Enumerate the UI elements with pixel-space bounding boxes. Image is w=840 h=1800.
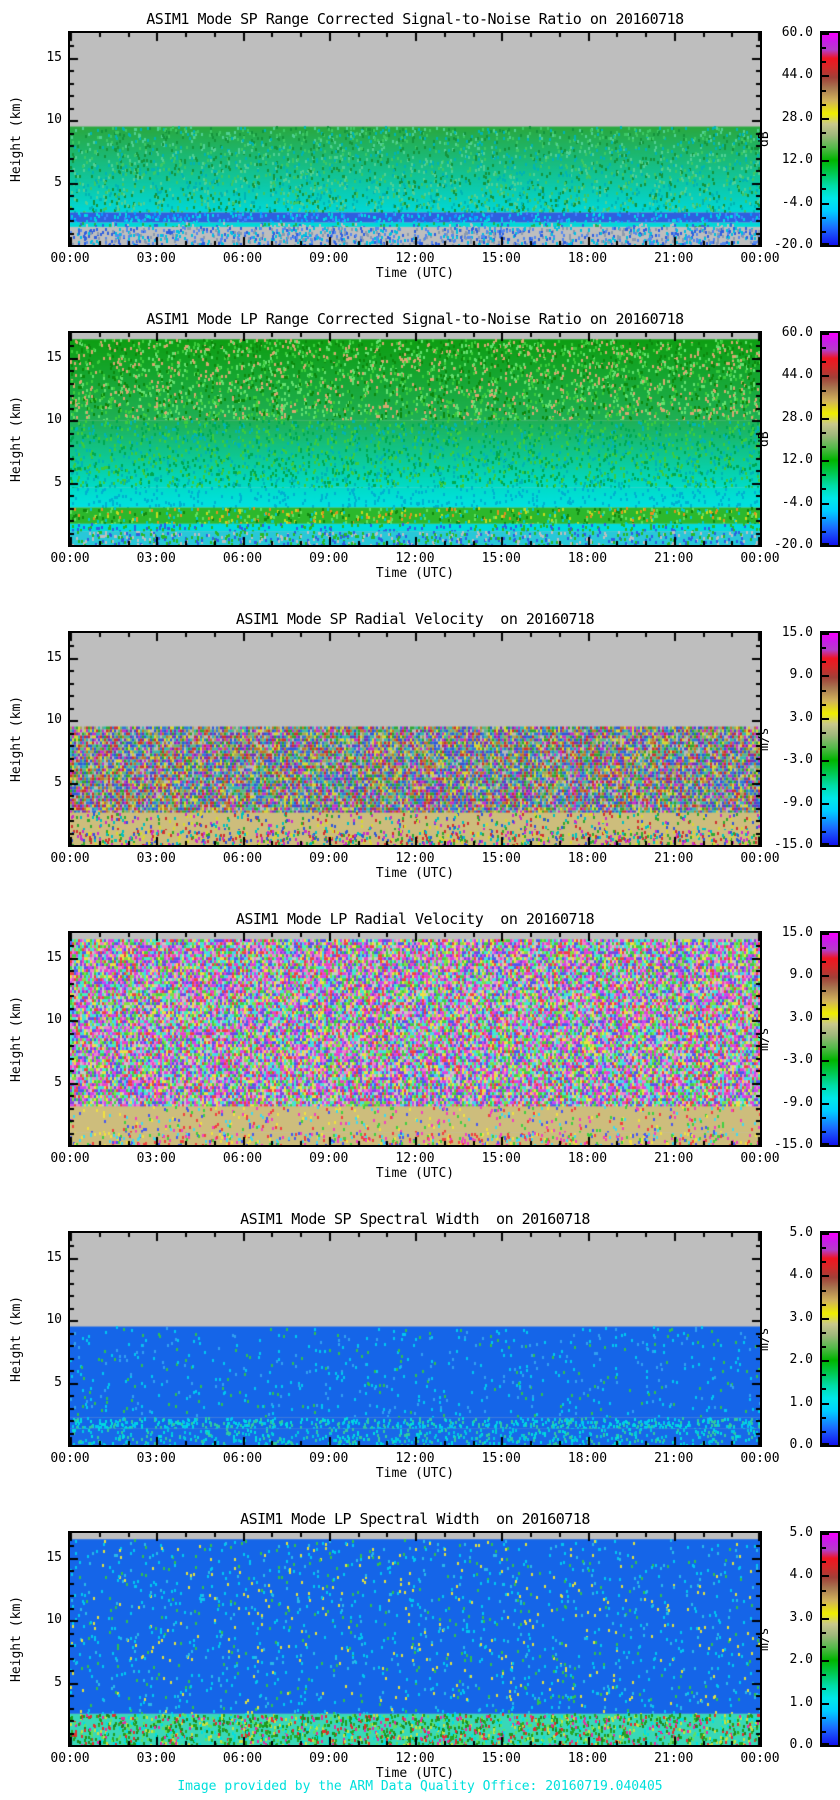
x-axis-label: Time (UTC)	[375, 1166, 455, 1181]
colorbar	[820, 931, 840, 1147]
colorbar	[820, 331, 840, 547]
panel-sp-snr: ASIM1 Mode SP Range Corrected Signal-to-…	[0, 0, 840, 300]
panel-lp-velocity: ASIM1 Mode LP Radial Velocity on 2016071…	[0, 900, 840, 1200]
x-tick-labels: 00:00 03:00 06:00 09:00 12:00 15:00 18:00 21:00…	[50, 1151, 780, 1166]
x-tick-labels: 00:00 03:00 06:00 09:00 12:00 15:00 18:00 21:00…	[50, 251, 780, 266]
y-axis-label: Height (km)	[9, 95, 24, 183]
x-axis-label: Time (UTC)	[375, 866, 455, 881]
colorbar-tick-labels: 60.0 44.0 28.0 12.0 -4.0 -20.0	[773, 25, 813, 252]
panel-lp-snr: ASIM1 Mode LP Range Corrected Signal-to-…	[0, 300, 840, 600]
colorbar-tick-labels: 15.0 9.0 3.0 -3.0 -9.0 -15.0	[773, 925, 813, 1152]
y-axis-label: Height (km)	[9, 695, 24, 783]
colorbar-tick-labels: 15.0 9.0 3.0 -3.0 -9.0 -15.0	[773, 625, 813, 852]
panel-lp-width: ASIM1 Mode LP Spectral Width on 20160718…	[0, 1500, 840, 1800]
y-tick-labels: 5 10 15	[46, 1549, 62, 1690]
colorbar-tick-labels: 5.0 4.0 3.0 2.0 1.0 0.0	[789, 1225, 813, 1452]
y-tick-labels: 5 10 15	[46, 949, 62, 1090]
heatmap-sp-velocity	[70, 633, 760, 845]
panel-sp-width: ASIM1 Mode SP Spectral Width on 20160718…	[0, 1200, 840, 1500]
colorbar	[820, 31, 840, 247]
heatmap-sp-width	[70, 1233, 760, 1445]
x-tick-labels: 00:00 03:00 06:00 09:00 12:00 15:00 18:00 21:00…	[50, 551, 780, 566]
chart-title: ASIM1 Mode SP Spectral Width on 20160718	[240, 1210, 590, 1228]
heatmap-sp-snr	[70, 33, 760, 245]
colorbar	[820, 631, 840, 847]
colorbar-tick-labels: 60.0 44.0 28.0 12.0 -4.0 -20.0	[773, 325, 813, 552]
plot-area	[68, 31, 762, 247]
chart-title: ASIM1 Mode LP Spectral Width on 20160718	[240, 1510, 590, 1528]
chart-title: ASIM1 Mode LP Radial Velocity on 2016071…	[235, 910, 595, 928]
x-tick-labels: 00:00 03:00 06:00 09:00 12:00 15:00 18:00 21:00…	[50, 851, 780, 866]
colorbar	[820, 1531, 840, 1747]
heatmap-lp-width	[70, 1533, 760, 1745]
x-tick-labels: 00:00 03:00 06:00 09:00 12:00 15:00 18:00 21:00…	[50, 1451, 780, 1466]
chart-title: ASIM1 Mode SP Range Corrected Signal-to-…	[146, 10, 684, 28]
y-tick-labels: 5 10 15	[46, 1249, 62, 1390]
colorbar	[820, 1231, 840, 1447]
colorbar-tick-labels: 5.0 4.0 3.0 2.0 1.0 0.0	[789, 1525, 813, 1752]
heatmap-lp-velocity	[70, 933, 760, 1145]
y-axis-label: Height (km)	[9, 1595, 24, 1683]
y-axis-label: Height (km)	[9, 1295, 24, 1383]
plot-area	[68, 931, 762, 1147]
plot-area	[68, 1231, 762, 1447]
x-tick-labels: 00:00 03:00 06:00 09:00 12:00 15:00 18:00 21:00…	[50, 1751, 780, 1766]
y-tick-labels: 5 10 15	[46, 49, 62, 190]
x-axis-label: Time (UTC)	[375, 1466, 455, 1481]
x-axis-label: Time (UTC)	[375, 266, 455, 281]
x-axis-label: Time (UTC)	[375, 566, 455, 581]
provenance-note: Image provided by the ARM Data Quality O…	[177, 1779, 663, 1794]
plot-area	[68, 1531, 762, 1747]
plot-area	[68, 331, 762, 547]
chart-title: ASIM1 Mode SP Radial Velocity on 2016071…	[235, 610, 595, 628]
panel-sp-velocity: ASIM1 Mode SP Radial Velocity on 2016071…	[0, 600, 840, 900]
y-tick-labels: 5 10 15	[46, 649, 62, 790]
plot-area	[68, 631, 762, 847]
y-tick-labels: 5 10 15	[46, 349, 62, 490]
y-axis-label: Height (km)	[9, 995, 24, 1083]
heatmap-lp-snr	[70, 333, 760, 545]
chart-title: ASIM1 Mode LP Range Corrected Signal-to-…	[146, 310, 684, 328]
x-axis-label: Time (UTC)	[375, 1766, 455, 1781]
y-axis-label: Height (km)	[9, 395, 24, 483]
